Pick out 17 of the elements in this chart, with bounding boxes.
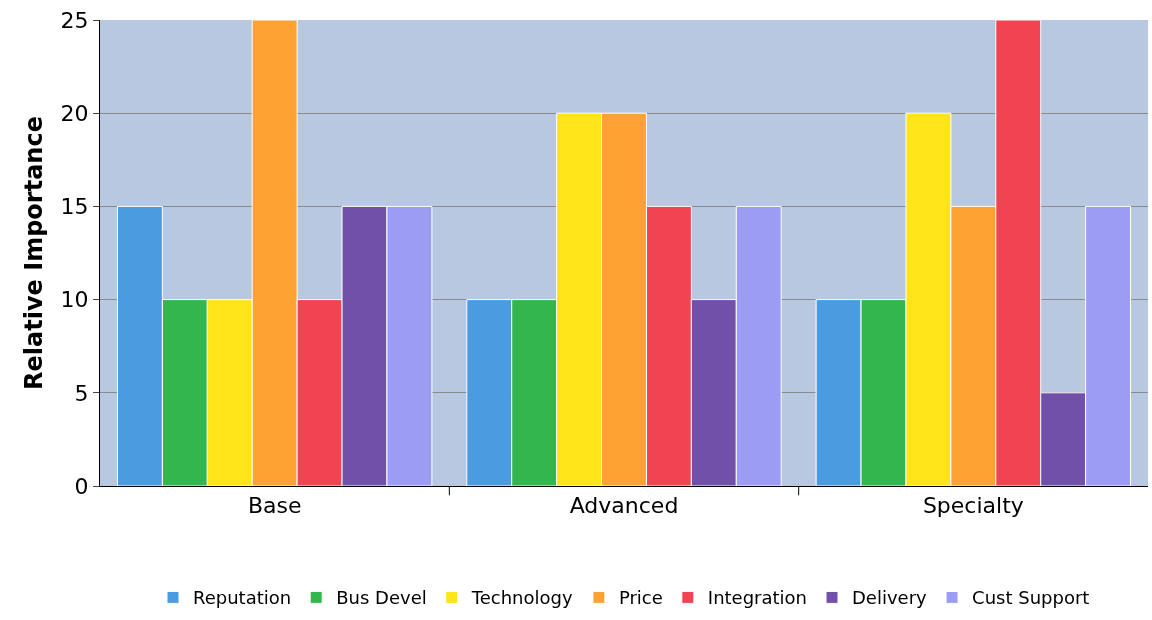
legend-label: Price (618, 587, 663, 609)
legend-label: Reputation (193, 587, 292, 609)
y-tick-label: 15 (60, 194, 89, 220)
legend-label: Technology (470, 587, 573, 609)
y-tick-label: 5 (74, 380, 89, 406)
legend-label: Delivery (852, 587, 928, 609)
x-tick-label: Base (247, 493, 302, 519)
legend-label: Bus Devel (336, 587, 427, 609)
legend-label: Cust Support (972, 587, 1090, 609)
legend-label: Integration (707, 587, 807, 609)
y-tick-label: 10 (60, 287, 89, 313)
y-axis-title: Relative Importance (20, 116, 48, 390)
y-tick-label: 0 (74, 473, 89, 499)
y-tick-label: 20 (60, 100, 89, 126)
x-tick-label: Advanced (569, 493, 679, 519)
y-tick-label: 25 (60, 7, 89, 33)
x-tick-label: Specialty (922, 493, 1024, 519)
